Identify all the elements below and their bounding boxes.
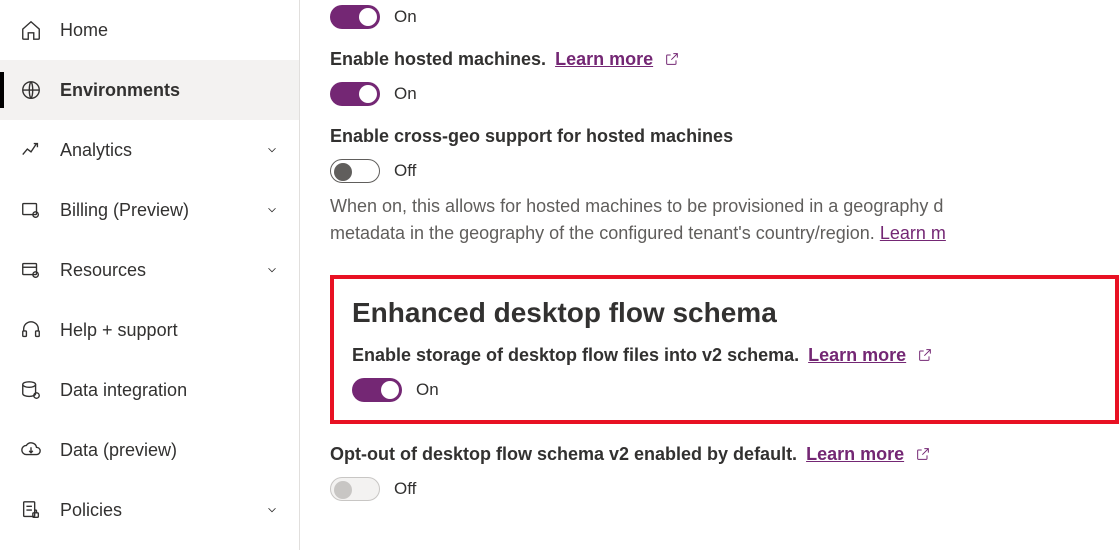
setting-title: Enable storage of desktop flow files int…: [352, 345, 799, 365]
globe-icon: [20, 79, 42, 101]
headset-icon: [20, 319, 42, 341]
sidebar-item-data-preview[interactable]: Data (preview): [0, 420, 299, 480]
section-heading: Enhanced desktop flow schema: [352, 297, 1097, 329]
highlighted-section: Enhanced desktop flow schema Enable stor…: [330, 275, 1119, 424]
sidebar-item-label: Home: [60, 20, 108, 41]
resources-icon: [20, 259, 42, 281]
toggle-label: Off: [394, 161, 416, 181]
learn-more-link[interactable]: Learn more: [806, 444, 904, 464]
toggle-switch-disabled[interactable]: [330, 477, 380, 501]
sidebar: Home Environments Analytics Billing (Pre…: [0, 0, 300, 550]
setting-hosted-machines: Enable hosted machines. Learn more On: [330, 49, 1119, 106]
external-link-icon: [917, 347, 933, 363]
sidebar-item-label: Policies: [60, 500, 122, 521]
chevron-down-icon: [265, 143, 279, 157]
learn-more-link[interactable]: Learn more: [555, 49, 653, 69]
chevron-down-icon: [265, 503, 279, 517]
sidebar-item-label: Analytics: [60, 140, 132, 161]
data-integration-icon: [20, 379, 42, 401]
sidebar-item-resources[interactable]: Resources: [0, 240, 299, 300]
sidebar-item-label: Resources: [60, 260, 146, 281]
learn-more-link[interactable]: Learn m: [880, 223, 946, 243]
analytics-icon: [20, 139, 42, 161]
sidebar-item-help[interactable]: Help + support: [0, 300, 299, 360]
sidebar-item-label: Help + support: [60, 320, 178, 341]
sidebar-item-label: Billing (Preview): [60, 200, 189, 221]
learn-more-link[interactable]: Learn more: [808, 345, 906, 365]
sidebar-item-data-integration[interactable]: Data integration: [0, 360, 299, 420]
external-link-icon: [664, 51, 680, 67]
setting-title: Enable cross-geo support for hosted mach…: [330, 126, 733, 146]
toggle-switch-on[interactable]: [330, 82, 380, 106]
sidebar-item-billing[interactable]: Billing (Preview): [0, 180, 299, 240]
setting-title: Enable hosted machines.: [330, 49, 546, 69]
sidebar-item-analytics[interactable]: Analytics: [0, 120, 299, 180]
toggle-switch-on[interactable]: [330, 5, 380, 29]
sidebar-item-label: Environments: [60, 80, 180, 101]
sidebar-item-policies[interactable]: Policies: [0, 480, 299, 540]
setting-top-toggle: On: [330, 5, 1119, 29]
home-icon: [20, 19, 42, 41]
main-content: On Enable hosted machines. Learn more On…: [300, 0, 1119, 550]
toggle-label: On: [394, 7, 417, 27]
chevron-down-icon: [265, 263, 279, 277]
setting-description: When on, this allows for hosted machines…: [330, 193, 1119, 247]
sidebar-item-environments[interactable]: Environments: [0, 60, 299, 120]
toggle-label: On: [394, 84, 417, 104]
billing-icon: [20, 199, 42, 221]
external-link-icon: [915, 446, 931, 462]
toggle-switch-off[interactable]: [330, 159, 380, 183]
data-cloud-icon: [20, 439, 42, 461]
toggle-label: On: [416, 380, 439, 400]
setting-opt-out: Opt-out of desktop flow schema v2 enable…: [330, 444, 1119, 501]
sidebar-item-label: Data integration: [60, 380, 187, 401]
toggle-switch-on[interactable]: [352, 378, 402, 402]
policies-icon: [20, 499, 42, 521]
chevron-down-icon: [265, 203, 279, 217]
setting-cross-geo: Enable cross-geo support for hosted mach…: [330, 126, 1119, 247]
toggle-label: Off: [394, 479, 416, 499]
sidebar-item-label: Data (preview): [60, 440, 177, 461]
sidebar-item-home[interactable]: Home: [0, 0, 299, 60]
setting-title: Opt-out of desktop flow schema v2 enable…: [330, 444, 797, 464]
